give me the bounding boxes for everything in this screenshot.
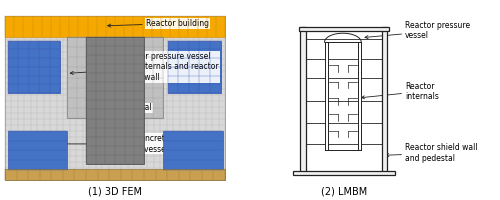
Bar <box>292 171 395 175</box>
Text: Reactor pressure
vessel: Reactor pressure vessel <box>365 21 470 40</box>
Bar <box>86 37 144 164</box>
Bar <box>324 42 328 150</box>
Bar <box>66 37 164 118</box>
Bar <box>358 42 361 150</box>
Bar <box>168 41 220 93</box>
Bar <box>382 27 388 172</box>
Text: Reinforced concrete
containment vessel: Reinforced concrete containment vessel <box>44 134 170 154</box>
Bar <box>5 16 225 37</box>
Bar <box>164 131 223 170</box>
Bar <box>8 131 67 170</box>
Text: Reactor pressure vessel
with internals and reactor
shield wall: Reactor pressure vessel with internals a… <box>70 52 219 82</box>
Text: Pedestal: Pedestal <box>92 101 152 112</box>
Text: Reactor building: Reactor building <box>108 19 209 28</box>
Bar <box>8 41 60 93</box>
Bar <box>5 169 225 180</box>
Bar <box>5 16 225 180</box>
Bar <box>299 27 388 31</box>
Text: (1) 3D FEM: (1) 3D FEM <box>88 186 142 196</box>
Text: Reactor
internals: Reactor internals <box>362 82 439 101</box>
Text: Reactor shield wall
and pedestal: Reactor shield wall and pedestal <box>386 143 478 163</box>
Text: (2) LMBM: (2) LMBM <box>320 186 367 196</box>
Bar <box>300 27 306 172</box>
